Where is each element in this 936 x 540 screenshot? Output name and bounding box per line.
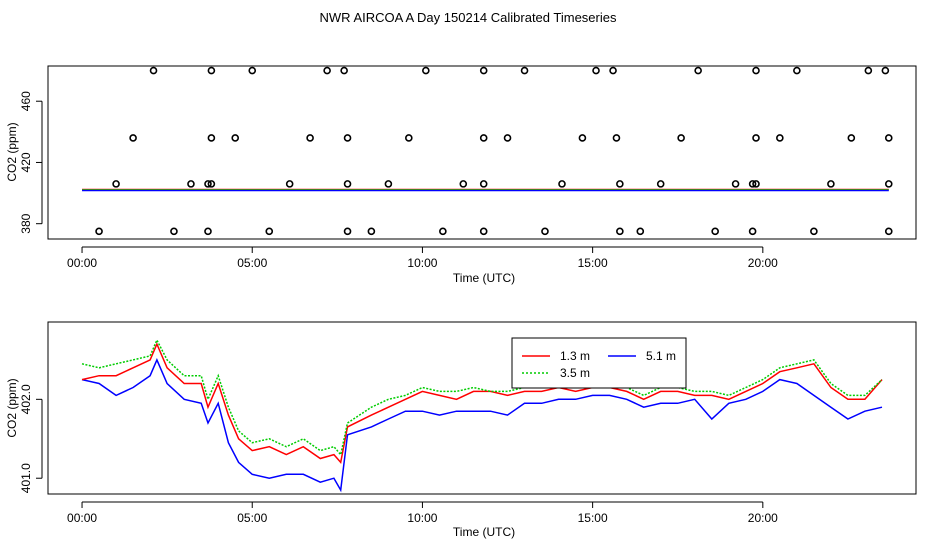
top-plot-marks [82,66,893,236]
scatter-point [170,227,178,236]
bottom-y-axis-label: CO2 (ppm) [5,378,19,437]
scatter-point [578,134,587,142]
top-plot-axes: 00:00 05:00 10:00 15:00 20:00 380 420 460 [19,91,778,270]
scatter-point [748,180,757,188]
scatter-point [558,180,566,188]
scatter-point [810,227,818,236]
scatter-point [748,227,757,236]
series-line-3-5-m [81,338,883,457]
scatter-point [884,134,893,142]
scatter-point [343,134,352,142]
scatter-point [422,66,430,75]
bottom-y-tick-label: 402.0 [19,384,33,414]
scatter-point [340,66,348,75]
scatter-point [731,180,740,188]
bottom-plot-frame [47,321,917,495]
scatter-point [864,66,873,75]
scatter-point [129,134,137,142]
scatter-point [207,134,216,142]
bottom-plot-marks [81,338,883,493]
bottom-x-tick-label: 05:00 [237,511,267,525]
legend-box [511,337,687,389]
scatter-point [884,227,893,236]
top-x-tick-label: 05:00 [237,256,267,270]
bottom-x-tick-label: 00:00 [67,511,97,525]
scatter-point [95,227,103,236]
scatter-point [187,180,195,188]
scatter-point [609,66,617,75]
scatter-point [541,227,549,236]
top-y-tick-label: 380 [19,213,33,233]
legend-label-1-3m: 1.3 m [560,349,590,363]
scatter-point [827,180,835,188]
scatter-point [306,134,314,142]
scatter-point [616,180,624,188]
top-y-tick-label: 420 [19,152,33,172]
scatter-point [752,66,760,75]
bottom-x-tick-label: 20:00 [748,511,778,525]
scatter-point [752,134,760,142]
bottom-panel: 00:00 05:00 10:00 15:00 20:00 401.0 402.0 Time… [5,321,917,539]
scatter-point [384,180,393,188]
scatter-point [881,66,890,75]
chart-title: NWR AIRCOA A Day 150214 Calibrated Times… [320,10,617,25]
bottom-x-axis-label: Time (UTC) [453,525,515,539]
top-y-tick-label: 460 [19,91,33,111]
scatter-point [405,134,413,142]
scatter-point [323,66,331,75]
scatter-point [285,180,294,188]
scatter-point [592,66,600,75]
scatter-point [847,134,856,142]
scatter-point [612,134,621,142]
scatter-point [207,66,216,75]
scatter-point [656,180,665,188]
scatter-point [503,134,512,142]
scatter-point [207,180,216,188]
top-y-axis-label: CO2 (ppm) [5,122,19,181]
top-x-tick-label: 00:00 [67,256,97,270]
scatter-point [248,66,257,75]
scatter-point [752,180,760,188]
legend-label-5-1m: 5.1 m [646,349,676,363]
scatter-point [265,227,274,236]
scatter-point [367,227,376,236]
scatter-point [711,227,719,236]
scatter-point [677,134,685,142]
legend: 1.3 m 5.1 m 3.5 m [511,337,687,389]
scatter-point [479,227,488,236]
scatter-point [884,180,893,188]
top-plot-frame [47,65,917,240]
scatter-point [343,180,352,188]
scatter-point [479,180,488,188]
scatter-point [776,134,784,142]
bottom-plot-axes: 00:00 05:00 10:00 15:00 20:00 401.0 402.0 [19,384,778,525]
bottom-x-tick-label: 10:00 [407,511,437,525]
scatter-point [616,227,624,236]
scatter-point [694,66,702,75]
scatter-point [479,134,488,142]
top-panel: 00:00 05:00 10:00 15:00 20:00 380 420 460 Time … [5,65,917,285]
bottom-y-tick-label: 401.0 [19,463,33,493]
scatter-point [204,180,212,188]
series-line-5-1-m [81,358,883,493]
top-x-tick-label: 20:00 [748,256,778,270]
scatter-point [459,180,468,188]
legend-label-3-5m: 3.5 m [560,366,590,380]
scatter-point [112,180,120,188]
series-line-1-3-m [81,342,883,465]
scatter-point [520,66,529,75]
scatter-point [439,227,447,236]
scatter-point [149,66,158,75]
top-x-axis-label: Time (UTC) [453,271,515,285]
scatter-point [793,66,801,75]
scatter-point [231,134,240,142]
bottom-x-tick-label: 15:00 [578,511,608,525]
scatter-point [479,66,488,75]
top-x-tick-label: 15:00 [578,256,608,270]
scatter-point [343,227,352,236]
scatter-point [204,227,212,236]
scatter-point [636,227,645,236]
top-x-tick-label: 10:00 [407,256,437,270]
